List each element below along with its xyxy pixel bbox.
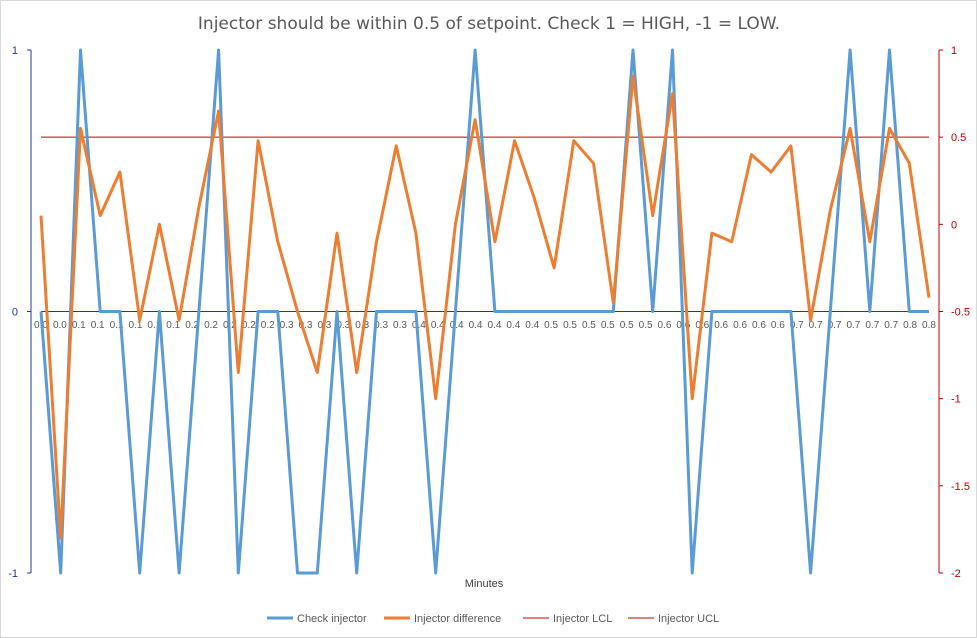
x-axis-tick-label: 0.4: [506, 320, 520, 331]
x-axis-tick-label: 0.7: [884, 320, 898, 331]
x-axis-tick-label: 0.5: [639, 320, 653, 331]
x-axis-tick-label: 0.4: [412, 320, 426, 331]
x-axis-tick-label: 0.6: [658, 320, 672, 331]
legend-label-injector-ucl: Injector UCL: [658, 613, 719, 625]
x-axis-tick-label: 0.2: [261, 320, 275, 331]
x-axis-tick-label: 0.7: [846, 320, 860, 331]
right-axis: -2 -1.5 -1 -0.5 0 0.5 1: [938, 45, 970, 580]
x-axis-tick-label: 0.4: [487, 320, 501, 331]
x-axis-tick-label: 0.3: [374, 320, 388, 331]
left-axis-tick-label: -1: [8, 568, 18, 580]
x-axis-tick-label: 0.3: [299, 320, 313, 331]
x-axis-tick-label: 0.7: [865, 320, 879, 331]
x-axis-tick-label: 0.2: [185, 320, 199, 331]
x-axis-tick-label: 0.6: [714, 320, 728, 331]
x-axis-tick-label: 0.5: [582, 320, 596, 331]
x-axis-tick-label: 0.8: [922, 320, 936, 331]
x-axis-tick-label: 0.4: [525, 320, 539, 331]
x-axis-tick-label: 0.1: [147, 320, 161, 331]
x-axis-tick-label: 0.8: [903, 320, 917, 331]
x-axis-ticks: 0.0 0.0 0.1 0.1 0.1 0.1 0.1 0.1 0.2 0.2 0.2 0.2 0.2 0…: [34, 320, 936, 331]
right-axis-tick-label: -1: [951, 394, 961, 406]
x-axis-tick-label: 0.1: [91, 320, 105, 331]
x-axis-tick-label: 0.3: [393, 320, 407, 331]
right-axis-tick-label: -2: [951, 568, 961, 580]
right-axis-tick-label: -0.5: [951, 307, 970, 319]
chart-legend: Check injector Injector difference Injec…: [267, 613, 719, 625]
x-axis-tick-label: 0.0: [53, 320, 67, 331]
left-axis-tick-label: 1: [12, 45, 18, 57]
injector-difference-series-line: [39, 74, 931, 540]
x-axis-title: Minutes: [465, 578, 504, 590]
x-axis-tick-label: 0.5: [620, 320, 634, 331]
x-axis-tick-label: 0.7: [809, 320, 823, 331]
legend-label-injector-difference: Injector difference: [414, 613, 501, 625]
right-axis-tick-label: 0.5: [951, 132, 966, 144]
left-axis-tick-label: 0: [12, 307, 18, 319]
chart-title: Injector should be within 0.5 of setpoin…: [198, 14, 780, 34]
right-axis-tick-label: -1.5: [951, 481, 970, 493]
x-axis-tick-label: 0.3: [280, 320, 294, 331]
x-axis-tick-label: 0.4: [469, 320, 483, 331]
x-axis-tick-label: 0.5: [563, 320, 577, 331]
x-axis-tick-label: 0.4: [450, 320, 464, 331]
x-axis-tick-label: 0.2: [204, 320, 218, 331]
x-axis-tick-label: 0.6: [733, 320, 747, 331]
legend-label-check-injector: Check injector: [297, 613, 367, 625]
right-axis-tick-label: 1: [951, 45, 957, 57]
left-axis: -1 0 1: [8, 45, 32, 580]
x-axis-tick-label: 0.3: [336, 320, 350, 331]
x-axis-tick-label: 0.6: [695, 320, 709, 331]
x-axis-tick-label: 0.1: [166, 320, 180, 331]
legend-label-injector-lcl: Injector LCL: [553, 613, 612, 625]
x-axis-tick-label: 0.4: [431, 320, 445, 331]
x-axis-tick-label: 0.7: [790, 320, 804, 331]
x-axis-tick-label: 0.5: [544, 320, 558, 331]
x-axis-tick-label: 0.1: [72, 320, 86, 331]
x-axis-tick-label: 0.6: [752, 320, 766, 331]
chart-lines: [39, 48, 931, 575]
x-axis-tick-label: 0.1: [129, 320, 143, 331]
x-axis-tick-label: 0.2: [242, 320, 256, 331]
x-axis-tick-label: 0.6: [771, 320, 785, 331]
right-axis-tick-label: 0: [951, 219, 957, 231]
x-axis-tick-label: 0.5: [601, 320, 615, 331]
x-axis-tick-label: 0.7: [828, 320, 842, 331]
x-axis-tick-label: 0.1: [110, 320, 124, 331]
